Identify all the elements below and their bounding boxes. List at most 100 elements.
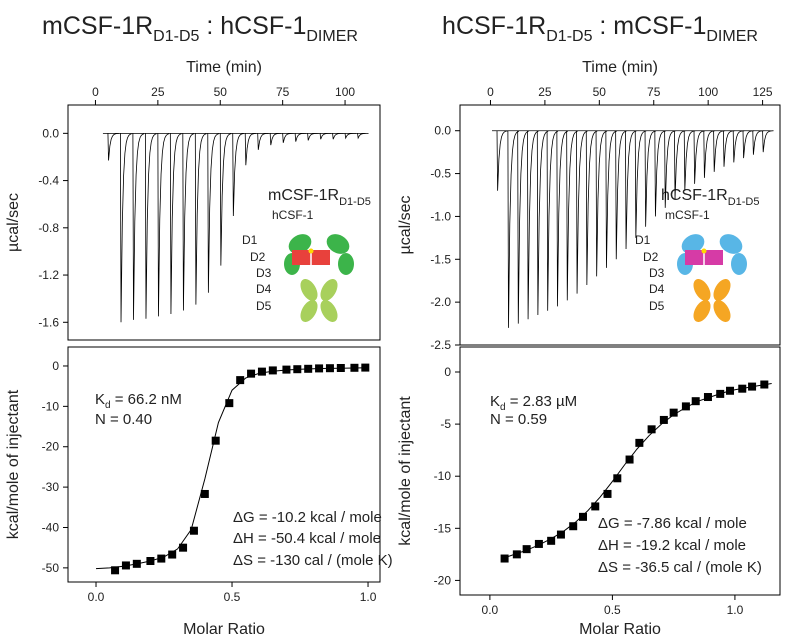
- injection-peak: [107, 133, 119, 161]
- annotation: N = 0.40: [95, 411, 152, 428]
- annotation: Kd = 2.83 µM: [490, 393, 577, 413]
- data-point: [613, 474, 622, 483]
- text-part: hCSF-1R: [661, 187, 728, 204]
- injection-peak: [732, 130, 745, 163]
- annotation: N = 0.59: [490, 411, 547, 428]
- disulfide-dot: [308, 248, 314, 254]
- y-tick-label: -50: [42, 561, 60, 575]
- x-tick-label: 0.5: [604, 603, 621, 617]
- receptor-label: hCSF-1RD1-D5: [661, 187, 759, 208]
- domain-label: D5: [256, 299, 272, 313]
- data-point: [556, 530, 565, 539]
- injection-peak: [182, 133, 194, 311]
- data-point: [293, 365, 302, 374]
- injection-peak: [344, 132, 357, 140]
- y-tick-label: -40: [42, 520, 60, 534]
- injection-peak: [556, 130, 569, 307]
- data-point: [225, 399, 234, 408]
- data-point: [522, 545, 531, 554]
- data-point: [647, 425, 656, 434]
- data-point: [211, 436, 220, 445]
- plot-frame: [67, 346, 381, 583]
- domain-label: D2: [250, 250, 266, 264]
- injection-peak: [517, 130, 529, 324]
- injection-peak: [194, 133, 207, 305]
- text-part: : mCSF-1: [592, 12, 706, 40]
- y-axis-label: µcal/sec: [397, 195, 414, 254]
- y-tick-label: -30: [42, 480, 60, 494]
- disulfide-dot: [701, 248, 707, 254]
- receptor-domain: [326, 234, 350, 254]
- injection-peak: [634, 130, 647, 238]
- y-axis-label: µcal/sec: [5, 193, 22, 252]
- domain-label: D1: [242, 233, 258, 247]
- injection-peak: [723, 130, 735, 167]
- receptor-domain: [338, 253, 354, 275]
- text-part: K: [95, 391, 105, 408]
- y-tick-label: -0.8: [38, 221, 59, 235]
- y-tick-label: -1.0: [430, 209, 451, 223]
- injection-peak: [357, 132, 369, 140]
- text-part: d: [105, 400, 111, 411]
- plot-frame: [67, 104, 381, 341]
- annotation: ΔS = -130 cal / (mole K): [233, 552, 393, 569]
- data-point: [738, 384, 747, 393]
- receptor-domain: [300, 279, 318, 301]
- data-point: [681, 402, 690, 411]
- y-tick-label: -0.4: [38, 174, 59, 188]
- text-part: = 66.2 nM: [111, 391, 182, 408]
- receptor-domain: [719, 234, 743, 254]
- x-tick-label: 100: [698, 85, 718, 99]
- data-point: [669, 408, 678, 417]
- plot-frame: [459, 346, 781, 596]
- receptor-domain: [681, 234, 705, 254]
- text-part: hCSF-1R: [442, 12, 546, 40]
- data-point: [512, 550, 521, 559]
- y-tick-label: 0.0: [42, 126, 59, 140]
- y-tick-label: -10: [42, 399, 60, 413]
- x-tick-label: 0: [92, 85, 99, 99]
- data-point: [121, 561, 130, 570]
- receptor-domain: [731, 253, 747, 275]
- injection-peak: [219, 133, 232, 266]
- domain-label: D4: [649, 282, 665, 296]
- text-part: mCSF-1R: [42, 12, 153, 40]
- injection-peak: [244, 133, 257, 166]
- injection-peak: [752, 130, 764, 155]
- text-part: DIMER: [706, 28, 758, 45]
- data-point: [336, 363, 345, 372]
- injection-peak: [527, 130, 539, 320]
- domain-label: D1: [635, 233, 651, 247]
- injection-peak: [144, 133, 157, 319]
- data-point: [569, 522, 578, 531]
- text-part: = 2.83 µM: [506, 393, 578, 410]
- x-tick-label: 75: [647, 85, 661, 99]
- injection-peak: [507, 130, 520, 328]
- data-point: [579, 512, 588, 521]
- x-axis-label: Molar Ratio: [579, 621, 661, 638]
- receptor-domain: [713, 300, 731, 322]
- injection-peak: [207, 133, 219, 293]
- text-part: K: [490, 393, 500, 410]
- data-point: [625, 455, 634, 464]
- receptor-domain: [320, 279, 338, 301]
- data-point: [268, 366, 277, 375]
- y-tick-label: -15: [434, 521, 452, 535]
- y-tick-label: -10: [434, 469, 452, 483]
- injection-peak: [282, 132, 294, 143]
- data-point: [325, 364, 334, 373]
- x-tick-label: 0.0: [88, 590, 105, 604]
- data-point: [760, 380, 769, 389]
- annotation: ΔG = -7.86 kcal / mole: [598, 515, 747, 532]
- y-tick-label: -20: [434, 573, 452, 587]
- data-point: [282, 365, 291, 374]
- data-point: [603, 489, 612, 498]
- data-point: [132, 559, 141, 568]
- ligand-label: hCSF-1: [272, 208, 314, 222]
- data-point: [361, 363, 370, 372]
- x-tick-label: 125: [753, 85, 773, 99]
- injection-peak: [120, 133, 132, 323]
- y-tick-label: 0: [444, 365, 451, 379]
- panel-title: hCSF-1RD1-D5 : mCSF-1DIMER: [442, 12, 758, 45]
- injection-peak: [585, 130, 598, 286]
